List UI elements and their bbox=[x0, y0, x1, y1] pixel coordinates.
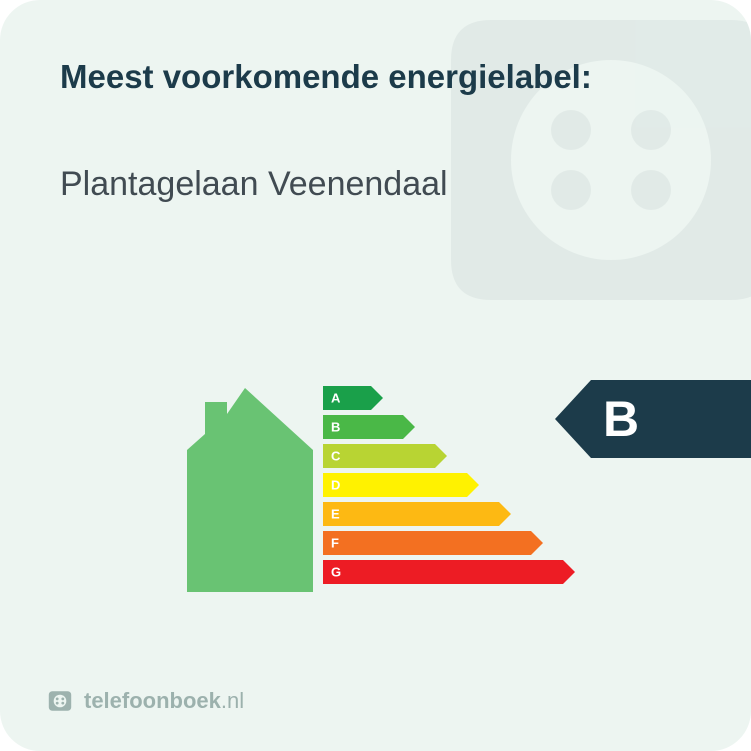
badge-arrow-icon bbox=[555, 380, 591, 458]
energy-label-card: Meest voorkomende energielabel: Plantage… bbox=[0, 0, 751, 751]
bar-label: F bbox=[331, 536, 339, 551]
bar-body: E bbox=[323, 502, 499, 526]
page-title: Meest voorkomende energielabel: bbox=[60, 58, 592, 96]
bar-body: B bbox=[323, 415, 403, 439]
bar-label: E bbox=[331, 507, 340, 522]
energy-chart: ABCDEFG bbox=[175, 380, 575, 620]
energy-bar-c: C bbox=[323, 444, 563, 468]
bar-arrow-icon bbox=[563, 560, 575, 584]
energy-bar-a: A bbox=[323, 386, 563, 410]
footer-brand: telefoonboek.nl bbox=[46, 687, 244, 715]
bar-arrow-icon bbox=[531, 531, 543, 555]
watermark-icon bbox=[411, 0, 751, 360]
brand-name: telefoonboek bbox=[84, 688, 221, 713]
bar-arrow-icon bbox=[403, 415, 415, 439]
energy-bar-g: G bbox=[323, 560, 563, 584]
selected-label-badge: B bbox=[555, 380, 751, 458]
brand-logo-icon bbox=[46, 687, 74, 715]
bar-body: A bbox=[323, 386, 371, 410]
location-subtitle: Plantagelaan Veenendaal bbox=[60, 165, 448, 204]
bar-arrow-icon bbox=[499, 502, 511, 526]
bar-arrow-icon bbox=[371, 386, 383, 410]
bar-arrow-icon bbox=[467, 473, 479, 497]
bar-body: G bbox=[323, 560, 563, 584]
bar-label: G bbox=[331, 565, 341, 580]
bar-body: F bbox=[323, 531, 531, 555]
energy-bar-f: F bbox=[323, 531, 563, 555]
bar-label: D bbox=[331, 478, 340, 493]
bar-label: A bbox=[331, 391, 340, 406]
badge-body: B bbox=[591, 380, 751, 458]
energy-bars: ABCDEFG bbox=[323, 386, 563, 589]
badge-letter: B bbox=[603, 390, 639, 448]
bar-arrow-icon bbox=[435, 444, 447, 468]
energy-bar-b: B bbox=[323, 415, 563, 439]
brand-tld: .nl bbox=[221, 688, 244, 713]
brand-text: telefoonboek.nl bbox=[84, 688, 244, 714]
house-icon bbox=[175, 380, 315, 600]
bar-body: C bbox=[323, 444, 435, 468]
bar-label: B bbox=[331, 420, 340, 435]
energy-bar-e: E bbox=[323, 502, 563, 526]
bar-label: C bbox=[331, 449, 340, 464]
energy-bar-d: D bbox=[323, 473, 563, 497]
bar-body: D bbox=[323, 473, 467, 497]
